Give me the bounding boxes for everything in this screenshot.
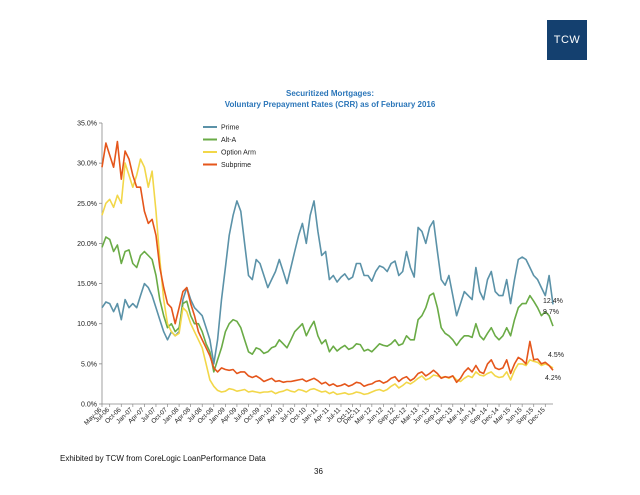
series-line-option-arm: [101, 158, 554, 396]
y-tick-label: 15.0%: [77, 281, 97, 288]
end-value-label: 9.7%: [543, 309, 559, 316]
series-line-subprime: [101, 140, 554, 388]
y-tick-label: 10.0%: [77, 321, 97, 328]
legend-label: Alt-A: [221, 137, 237, 144]
chart-title: Securitized Mortgages:: [285, 89, 374, 98]
y-tick-label: 35.0%: [77, 121, 97, 128]
end-value-label: 4.2%: [545, 375, 561, 382]
y-tick-label: 0.0%: [81, 402, 97, 409]
chart-subtitle: Voluntary Prepayment Rates (CRR) as of F…: [224, 100, 436, 109]
y-tick-label: 5.0%: [81, 361, 97, 368]
legend-label: Option Arm: [221, 150, 256, 157]
tcw-logo: TCW: [547, 20, 587, 60]
y-tick-label: 25.0%: [77, 201, 97, 208]
y-tick-label: 30.0%: [77, 161, 97, 168]
page-number: 36: [314, 467, 323, 476]
y-tick-label: 20.0%: [77, 241, 97, 248]
logo-text: TCW: [553, 34, 581, 46]
legend-label: Subprime: [221, 162, 251, 169]
end-value-label: 4.5%: [548, 352, 564, 359]
end-value-label: 12.4%: [543, 298, 563, 305]
series-line-alt-a: [101, 236, 554, 373]
series-line-prime: [101, 200, 554, 365]
legend-label: Prime: [221, 125, 239, 132]
source-footnote: Exhibited by TCW from CoreLogic LoanPerf…: [60, 454, 266, 463]
